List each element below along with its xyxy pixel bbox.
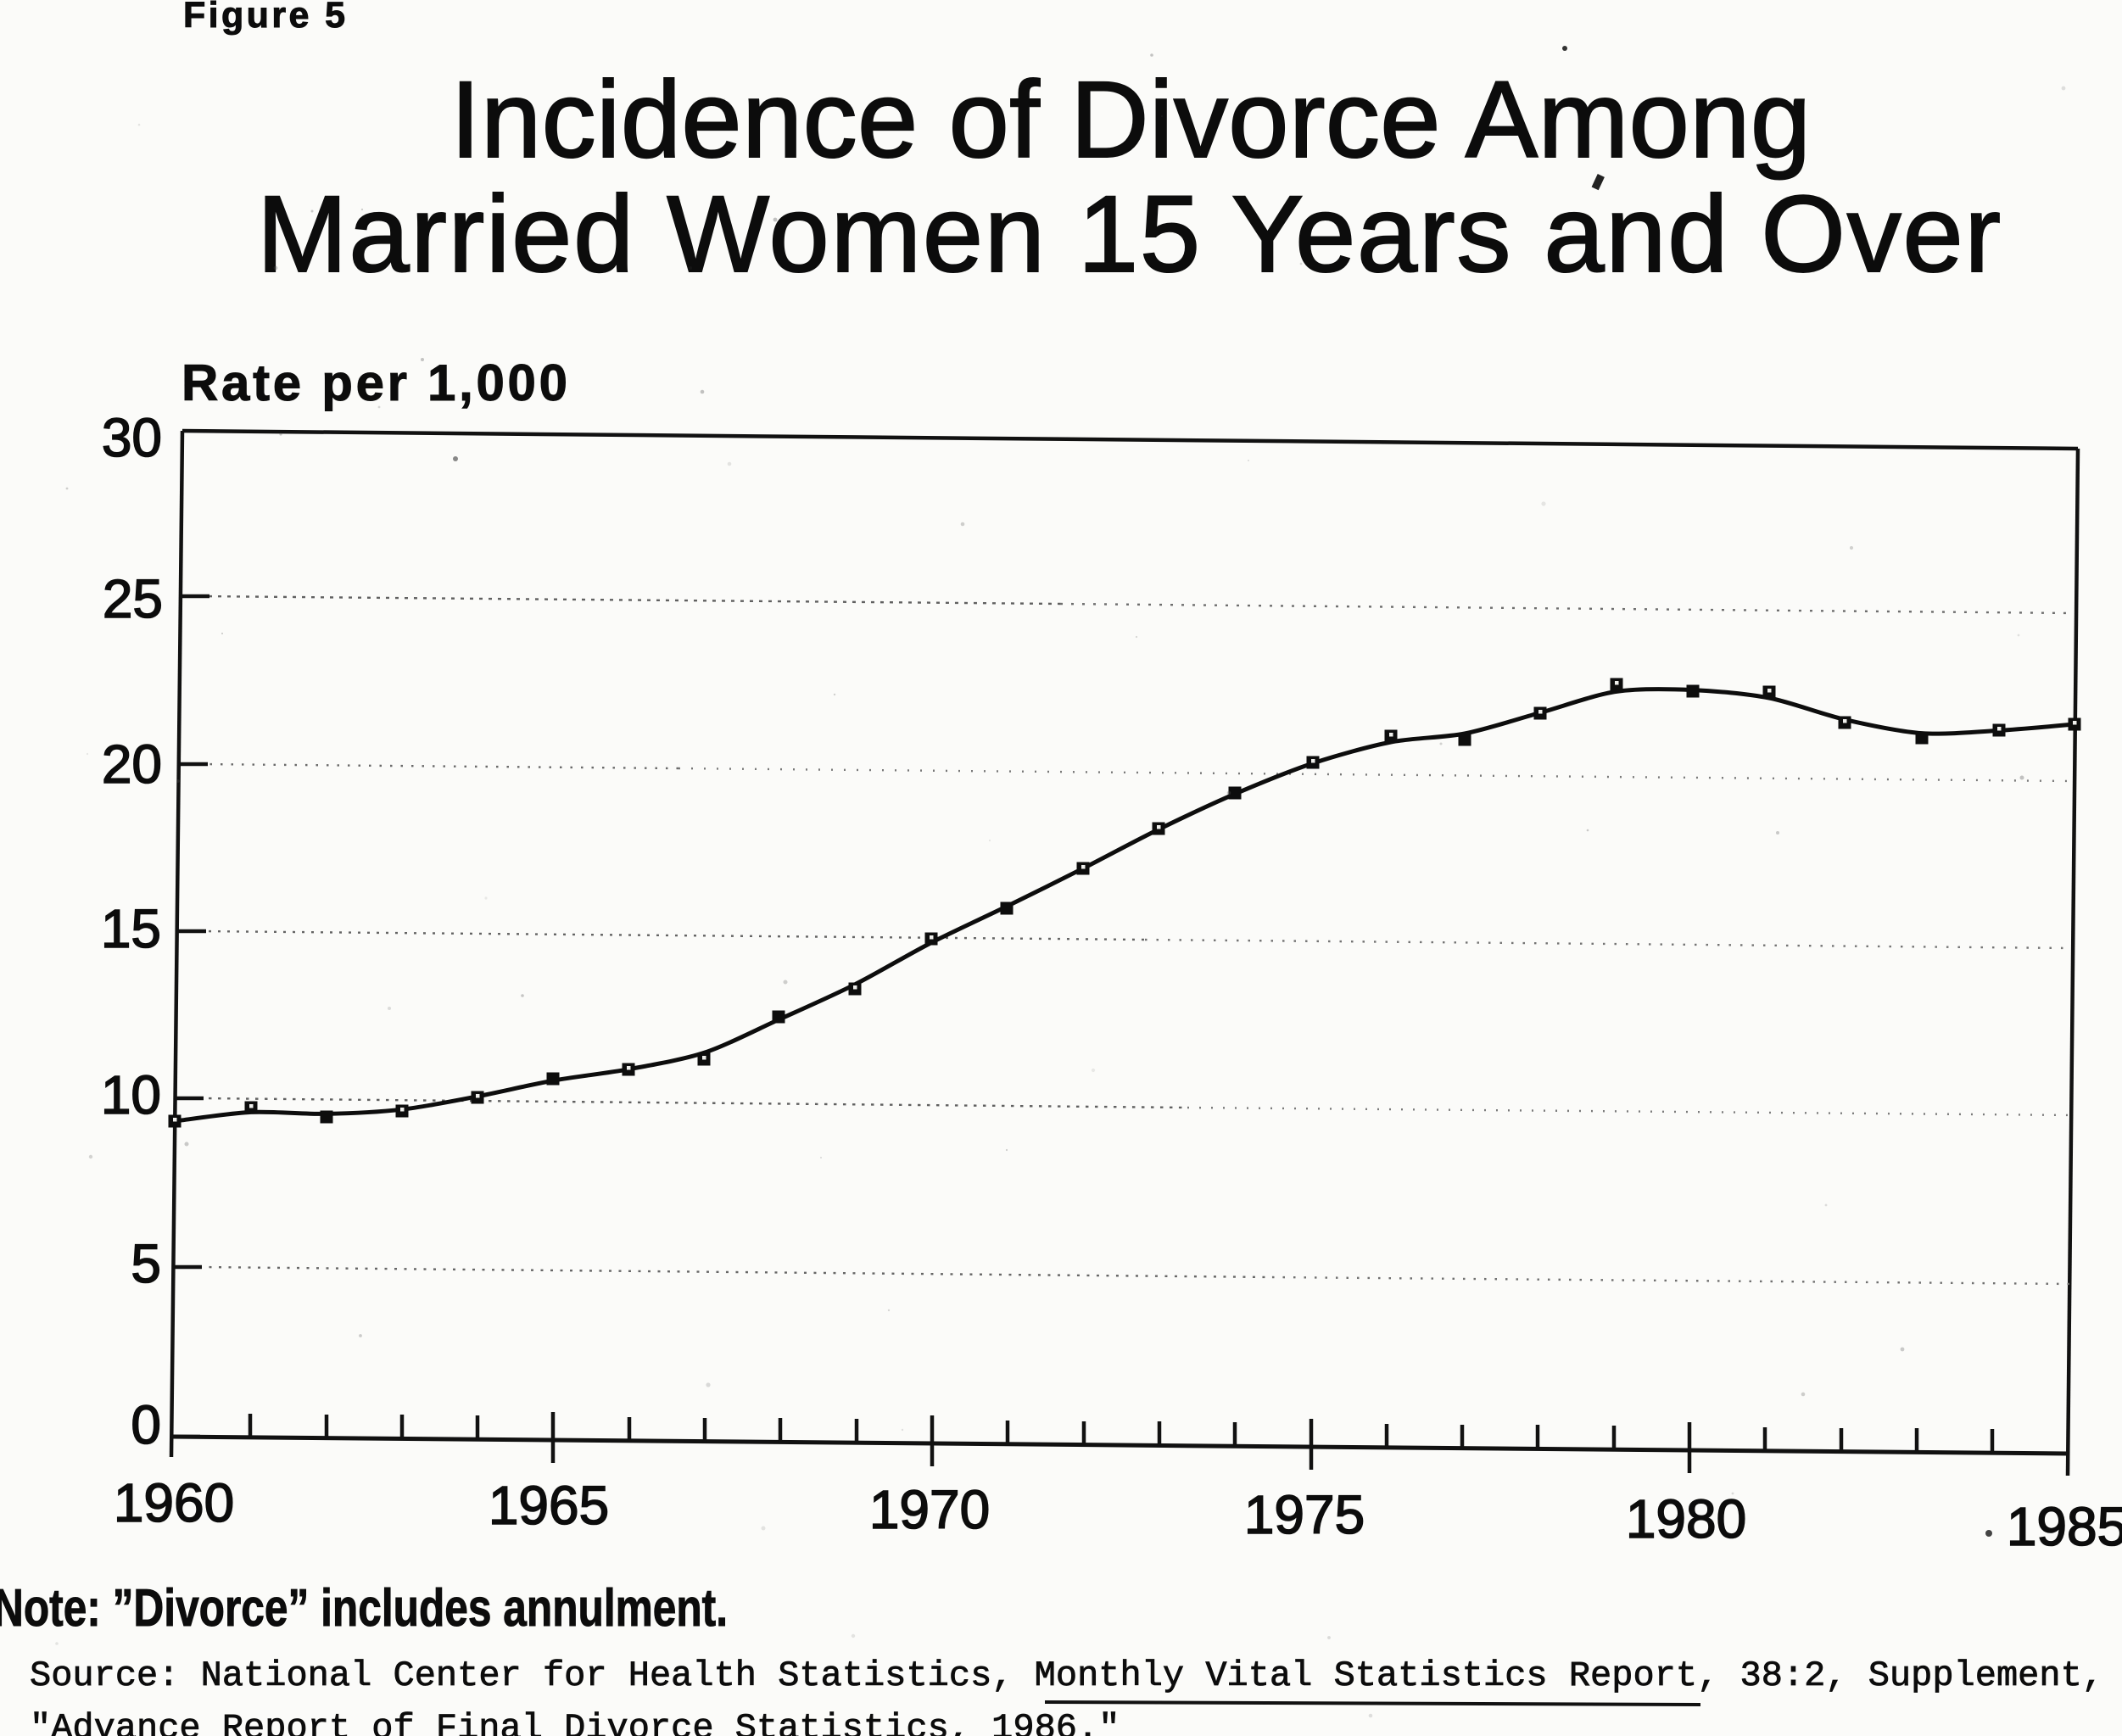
svg-text:1975: 1975	[1244, 1484, 1365, 1545]
svg-text:30: 30	[102, 407, 162, 468]
svg-text:Married Women 15 Years and Ove: Married Women 15 Years and Over	[257, 174, 2001, 295]
svg-text:Note: ”Divorce” includes annul: Note: ”Divorce” includes annulment.	[0, 1579, 728, 1638]
svg-text:Source: National Center for He: Source: National Center for Health Stati…	[30, 1655, 2103, 1696]
svg-text:25: 25	[103, 568, 163, 629]
svg-text:1960: 1960	[114, 1472, 234, 1533]
svg-text:"Advance Report of Final Divor: "Advance Report of Final Divorce Statist…	[30, 1708, 1120, 1736]
svg-text:0: 0	[131, 1394, 161, 1455]
svg-text:Rate per 1,000: Rate per 1,000	[181, 354, 567, 411]
svg-text:15: 15	[101, 898, 161, 959]
svg-text:20: 20	[102, 734, 162, 795]
svg-text:Figure 5: Figure 5	[183, 0, 345, 36]
svg-text:1970: 1970	[869, 1479, 990, 1540]
svg-text:5: 5	[131, 1233, 161, 1294]
svg-text:1965: 1965	[489, 1475, 609, 1536]
svg-text:10: 10	[101, 1064, 161, 1125]
svg-text:1985: 1985	[2007, 1496, 2122, 1557]
svg-text:1980: 1980	[1626, 1488, 1746, 1549]
svg-text:Incidence of Divorce Among: Incidence of Divorce Among	[450, 59, 1811, 181]
